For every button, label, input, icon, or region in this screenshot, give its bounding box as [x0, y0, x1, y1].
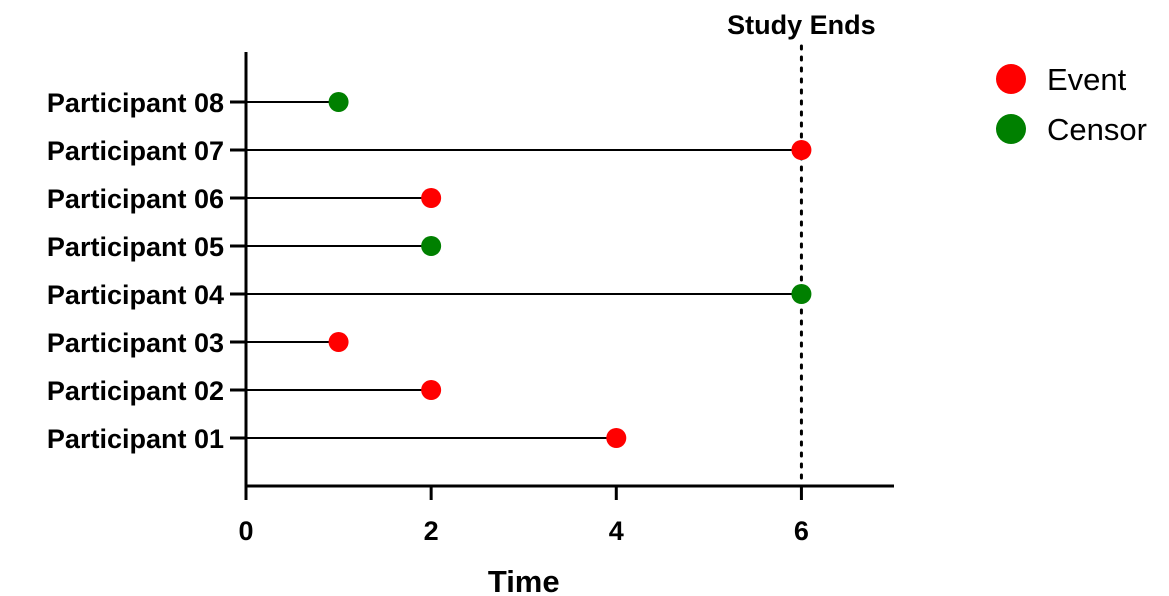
category-label: Participant 03	[47, 328, 224, 358]
x-tick-label: 2	[424, 516, 439, 546]
reference-line-label: Study Ends	[727, 10, 876, 40]
censor-point	[421, 236, 442, 256]
legend-marker	[996, 64, 1026, 94]
participant-points	[328, 92, 812, 448]
category-labels: Participant 01 Participant 02 Participant …	[47, 88, 224, 454]
x-tick-label: 6	[794, 516, 809, 546]
event-point	[606, 428, 627, 448]
category-label: Participant 06	[47, 184, 224, 214]
legend: Event Censor	[996, 62, 1147, 147]
reference-line-group: Study Ends	[727, 10, 876, 488]
event-point	[421, 188, 442, 208]
event-point	[328, 332, 349, 352]
category-label: Participant 08	[47, 88, 224, 118]
category-label: Participant 04	[47, 280, 224, 310]
category-label: Participant 05	[47, 232, 224, 262]
censor-point	[791, 284, 812, 304]
legend-marker	[996, 114, 1026, 144]
event-point	[791, 140, 812, 160]
category-label: Participant 01	[47, 424, 224, 454]
x-tick-label: 4	[609, 516, 624, 546]
x-axis-title: Time	[488, 564, 560, 596]
x-tick-label: 0	[238, 516, 253, 546]
category-label: Participant 07	[47, 136, 224, 166]
censor-point	[328, 92, 349, 112]
participant-segments	[246, 101, 802, 439]
category-label: Participant 02	[47, 376, 224, 406]
legend-label: Censor	[1047, 112, 1147, 147]
legend-label: Event	[1047, 62, 1127, 97]
event-point	[421, 380, 442, 400]
axes: 0 2 4 6 Time	[230, 52, 894, 596]
